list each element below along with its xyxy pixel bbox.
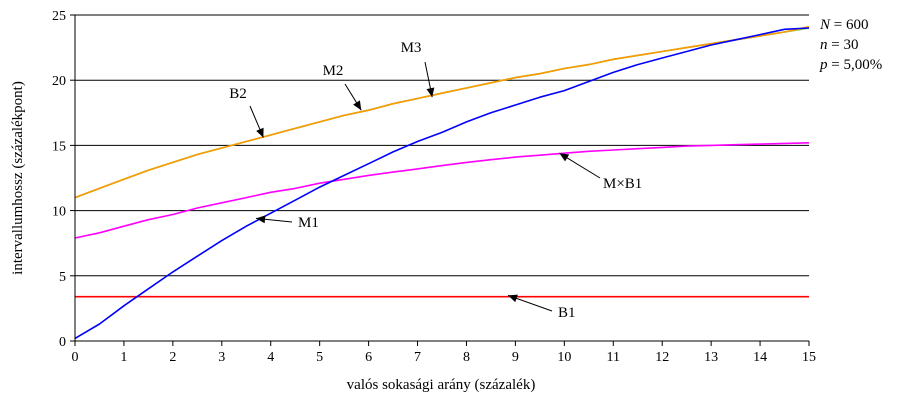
y-tick-label-5: 5 (59, 270, 66, 285)
y-tick-label-0: 0 (59, 335, 66, 350)
x-tick-label-12: 12 (655, 350, 669, 365)
x-tick-label-7: 7 (414, 350, 421, 365)
x-tick-label-14: 14 (753, 350, 767, 365)
annotation-label-m1: M1 (298, 215, 319, 231)
x-tick-label-3: 3 (218, 350, 225, 365)
x-tick-label-5: 5 (316, 350, 323, 365)
param-p-value: = 5,00% (827, 57, 883, 73)
x-tick-label-2: 2 (169, 350, 176, 365)
x-tick-label-10: 10 (557, 350, 571, 365)
axes (70, 14, 810, 346)
x-tick-label-0: 0 (72, 350, 79, 365)
param-N-name: N (820, 17, 831, 33)
annotation-label-m-b1: M×B1 (603, 176, 642, 192)
x-tick-label-15: 15 (802, 350, 816, 365)
param-N-value: = 600 (830, 17, 869, 33)
series-line-b2 (74, 27, 810, 199)
x-tick-label-4: 4 (267, 350, 274, 365)
annotations: B2 M2 M3 M×B1 M1 B1 (229, 40, 642, 321)
series-lines (74, 25, 810, 340)
x-tick-label-8: 8 (463, 350, 470, 365)
annotation-label-b2: B2 (229, 86, 247, 102)
x-axis-label: valós sokasági arány (százalék) (347, 377, 536, 393)
y-tick-label-15: 15 (52, 139, 66, 154)
annotation-label-m3: M3 (401, 40, 422, 56)
x-tick-label-11: 11 (607, 350, 620, 365)
param-p-name: p (820, 57, 828, 73)
param-N: N = 600 (820, 15, 868, 35)
y-tick-label-25: 25 (52, 9, 66, 24)
y-axis-label: intervallumhossz (százalékpont) (10, 81, 26, 275)
annotation-arrowhead-m3 (426, 87, 435, 98)
param-n: n = 30 (820, 35, 858, 55)
param-p: p = 5,00% (820, 55, 882, 75)
y-tick-label-20: 20 (52, 74, 66, 89)
y-tick-label-10: 10 (52, 205, 66, 220)
annotation-arrowhead-m1 (256, 215, 266, 224)
series-line-m3 (74, 25, 810, 199)
annotation-label-m2: M2 (323, 63, 344, 79)
annotation-label-b1: B1 (558, 305, 576, 321)
annotation-arrowhead-b1 (508, 294, 518, 303)
annotation-arrowhead-b2 (256, 127, 264, 138)
x-tick-label-13: 13 (704, 350, 718, 365)
series-line-m-b1 (74, 142, 810, 239)
x-tick-label-1: 1 (120, 350, 127, 365)
annotation-arrowhead-m2 (353, 100, 362, 111)
series-line-m1 (74, 27, 810, 340)
x-tick-label-6: 6 (365, 350, 372, 365)
grid-lines (75, 14, 809, 277)
param-n-name: n (820, 37, 828, 53)
param-n-value: = 30 (827, 37, 859, 53)
annotation-arrowhead-m-b1 (559, 153, 570, 162)
x-tick-label-9: 9 (512, 350, 519, 365)
series-line-m2 (74, 27, 810, 199)
